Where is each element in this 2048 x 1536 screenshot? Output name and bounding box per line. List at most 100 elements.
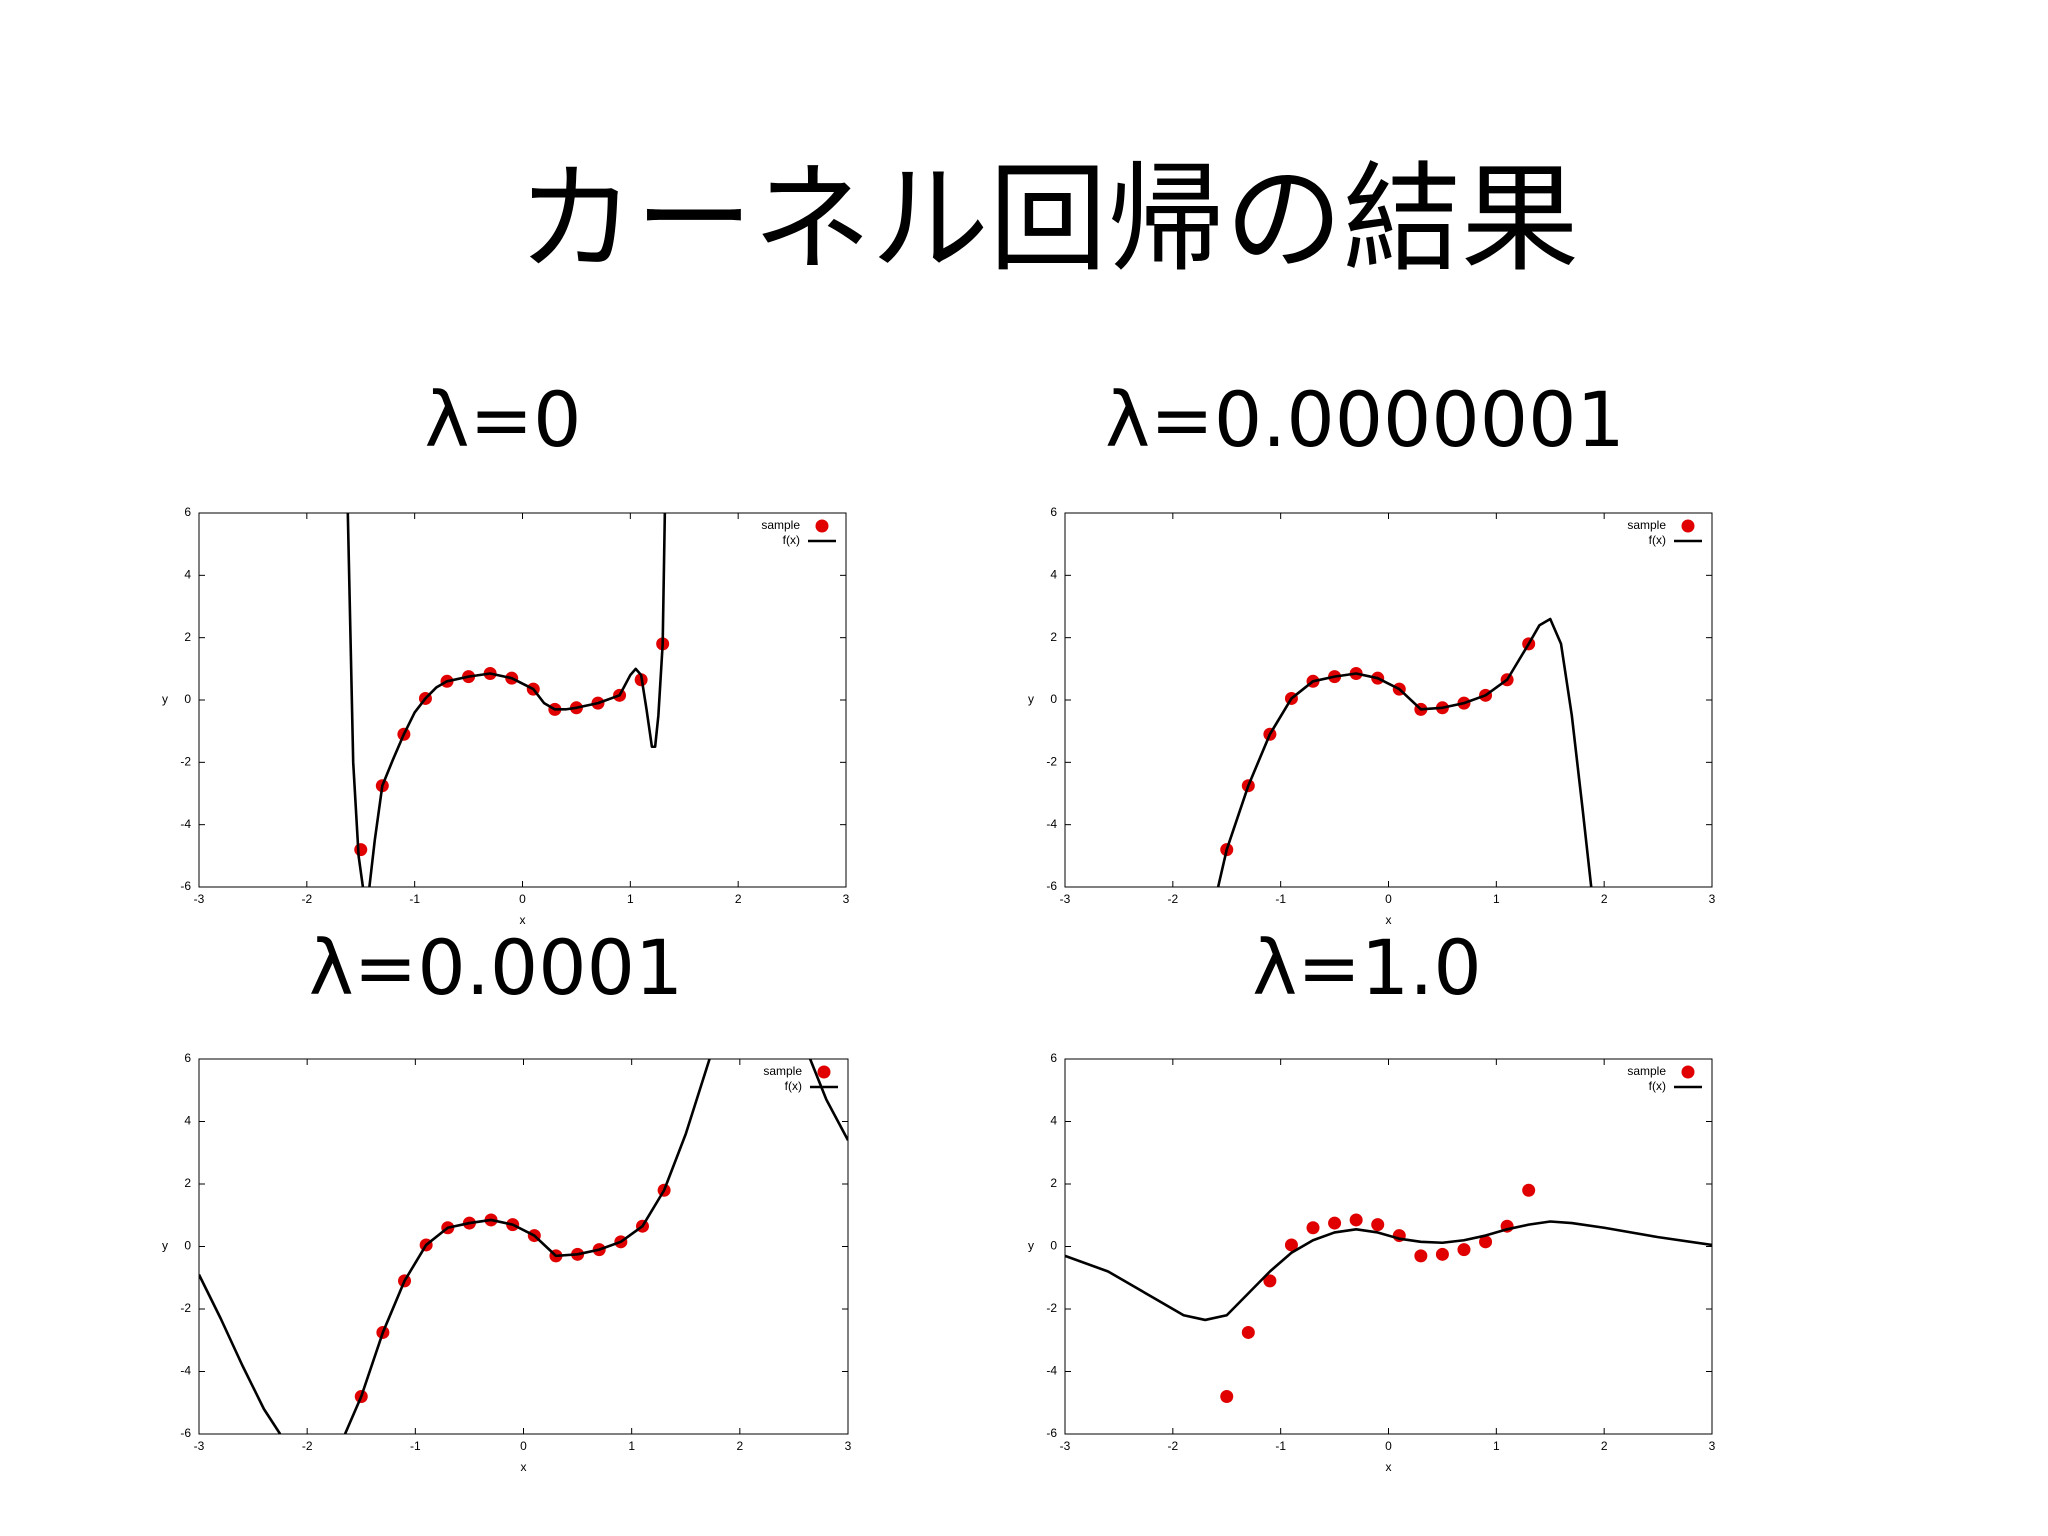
plot-area — [199, 1059, 848, 1434]
y-tick-label: -6 — [1046, 1426, 1057, 1440]
sample-point — [1306, 1221, 1320, 1235]
chart: λ=0.0000001 -3 -2 -1 0 1 2 3 -6 -4 -2 0 2 4 6 x y samplef… — [1028, 375, 1716, 927]
legend-label: f(x) — [783, 533, 800, 547]
chart-title: λ=0 — [424, 375, 581, 464]
plot-frame — [1064, 1058, 1713, 1435]
x-tick-label: -3 — [1060, 1439, 1071, 1453]
y-tick-label: -4 — [1046, 1364, 1057, 1378]
plot-area — [346, 513, 670, 887]
sample-point — [1328, 1216, 1342, 1230]
chart-title: λ=0.0000001 — [1105, 375, 1625, 464]
sample-point — [1220, 1390, 1234, 1403]
y-tick-label: 0 — [1050, 1239, 1057, 1253]
x-tick-label: -2 — [301, 892, 312, 906]
legend-label: sample — [1627, 518, 1666, 532]
y-tick-label: 2 — [184, 630, 191, 644]
sample-point — [1371, 1218, 1385, 1232]
x-tick-label: 1 — [1493, 1439, 1500, 1453]
y-tick-label: 4 — [1050, 568, 1057, 582]
chart-title: λ=1.0 — [1252, 923, 1482, 1012]
sample-point — [1457, 1243, 1471, 1257]
x-tick-label: -1 — [410, 1439, 421, 1453]
x-axis-label: x — [1386, 913, 1392, 927]
x-tick-label: -1 — [1275, 1439, 1286, 1453]
slide-title: カーネル回帰の結果 — [517, 150, 1579, 288]
sample-point — [1241, 1325, 1255, 1339]
sample-point — [1349, 1213, 1363, 1227]
y-axis-label: y — [162, 1239, 168, 1253]
y-tick-label: -2 — [180, 1301, 191, 1315]
x-tick-label: 2 — [1601, 1439, 1608, 1453]
legend-label: f(x) — [1649, 533, 1666, 547]
x-tick-label: -3 — [194, 892, 205, 906]
fit-line — [346, 513, 667, 887]
y-tick-label: 0 — [1050, 692, 1057, 706]
x-axis-label: x — [521, 1460, 527, 1474]
y-tick-label: 0 — [184, 692, 191, 706]
y-tick-label: -4 — [1046, 817, 1057, 831]
x-tick-label: 2 — [735, 892, 742, 906]
x-tick-label: 3 — [1709, 1439, 1716, 1453]
y-tick-label: 4 — [1050, 1114, 1057, 1128]
y-tick-label: -6 — [1046, 879, 1057, 893]
x-tick-label: 3 — [1709, 892, 1716, 906]
sample-point — [1479, 1235, 1493, 1249]
sample-point — [1263, 1274, 1277, 1288]
legend-label: sample — [763, 1064, 802, 1078]
x-tick-label: 0 — [520, 1439, 527, 1453]
y-axis-label: y — [162, 692, 168, 706]
y-tick-label: -6 — [180, 879, 191, 893]
x-tick-label: -1 — [1275, 892, 1286, 906]
y-tick-label: 6 — [1050, 505, 1057, 519]
x-tick-label: -3 — [194, 1439, 205, 1453]
y-tick-label: 6 — [184, 505, 191, 519]
x-tick-label: 1 — [628, 1439, 635, 1453]
sample-point — [354, 843, 368, 857]
x-tick-label: 1 — [1493, 892, 1500, 906]
y-tick-label: -6 — [180, 1426, 191, 1440]
legend-marker — [1681, 519, 1695, 533]
x-tick-label: -3 — [1060, 892, 1071, 906]
sample-point — [1414, 1249, 1428, 1263]
fit-line — [1216, 617, 1593, 887]
y-tick-label: -4 — [180, 1364, 191, 1378]
x-tick-label: 0 — [1385, 1439, 1392, 1453]
x-tick-label: -2 — [1167, 892, 1178, 906]
y-tick-label: -2 — [1046, 1301, 1057, 1315]
y-tick-label: 2 — [1050, 630, 1057, 644]
x-tick-label: -2 — [1167, 1439, 1178, 1453]
x-tick-label: 1 — [627, 892, 634, 906]
plot-area — [1216, 617, 1593, 887]
x-tick-label: -2 — [302, 1439, 313, 1453]
plot-frame — [198, 512, 847, 888]
x-tick-label: 3 — [845, 1439, 852, 1453]
x-tick-label: 2 — [1601, 892, 1608, 906]
plot-area — [1065, 1183, 1712, 1403]
x-tick-label: 0 — [519, 892, 526, 906]
y-tick-label: 4 — [184, 568, 191, 582]
legend-label: sample — [1627, 1064, 1666, 1078]
plot-frame — [198, 1058, 849, 1435]
legend-label: sample — [761, 518, 800, 532]
x-axis-label: x — [1386, 1460, 1392, 1474]
y-tick-label: 6 — [184, 1051, 191, 1065]
y-tick-label: 0 — [184, 1239, 191, 1253]
x-tick-label: 0 — [1385, 892, 1392, 906]
y-axis-label: y — [1028, 692, 1034, 706]
y-tick-label: 4 — [184, 1114, 191, 1128]
legend-marker — [817, 1065, 831, 1079]
y-tick-label: 2 — [184, 1176, 191, 1190]
y-tick-label: 6 — [1050, 1051, 1057, 1065]
y-tick-label: -2 — [180, 755, 191, 769]
legend-label: f(x) — [1649, 1079, 1666, 1093]
chart-title: λ=0.0001 — [309, 923, 684, 1012]
plot-frame — [1064, 512, 1713, 888]
y-tick-label: -4 — [180, 817, 191, 831]
sample-point — [1284, 1238, 1298, 1252]
y-tick-label: -2 — [1046, 755, 1057, 769]
